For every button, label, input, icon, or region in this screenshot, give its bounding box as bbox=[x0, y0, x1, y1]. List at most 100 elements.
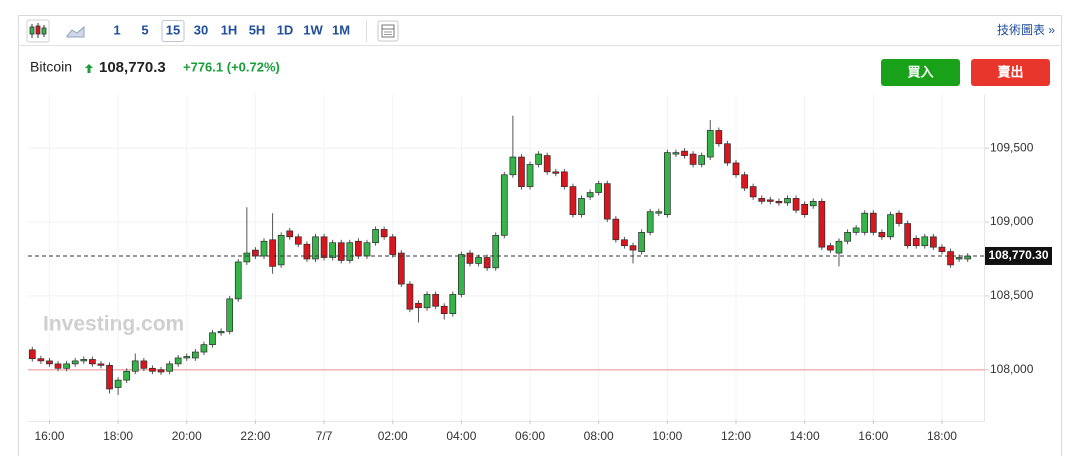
sell-button[interactable]: 賣出 bbox=[971, 59, 1050, 86]
candle-body bbox=[543, 155, 551, 173]
candle-body bbox=[174, 357, 182, 365]
x-tick-label: 08:00 bbox=[584, 429, 614, 443]
sell-button-bg[interactable] bbox=[971, 59, 1050, 86]
candle-body bbox=[312, 236, 319, 260]
icon-part bbox=[66, 25, 85, 38]
candle-body bbox=[878, 232, 886, 238]
x-tick-label: 12:00 bbox=[721, 429, 751, 443]
interval-button[interactable]: 5H bbox=[249, 22, 266, 37]
candle-body bbox=[149, 367, 156, 372]
candle-body bbox=[646, 211, 654, 233]
icon-part bbox=[41, 27, 47, 35]
candle-body bbox=[200, 344, 208, 353]
candle-body bbox=[475, 257, 482, 264]
candle-body bbox=[166, 363, 173, 372]
candle-body bbox=[355, 240, 362, 257]
candle-body bbox=[492, 234, 500, 269]
candle-body bbox=[63, 363, 70, 369]
candle-body bbox=[827, 245, 834, 251]
buy-button[interactable]: 買入 bbox=[881, 59, 960, 86]
candle-body bbox=[629, 245, 637, 251]
area-icon[interactable] bbox=[66, 25, 85, 38]
candle-body bbox=[458, 254, 465, 295]
candle-body bbox=[80, 359, 88, 362]
candle-body bbox=[89, 359, 96, 365]
candle-body bbox=[114, 379, 122, 388]
candle-body bbox=[724, 143, 731, 164]
candle-body bbox=[801, 203, 809, 216]
sell-label[interactable]: 賣出 bbox=[997, 64, 1023, 79]
buy-button-bg[interactable] bbox=[881, 59, 960, 86]
candle-body bbox=[758, 198, 766, 202]
candle-body bbox=[217, 331, 225, 334]
chart-link[interactable]: 技術圖表 » bbox=[997, 23, 1055, 37]
candle-body bbox=[28, 349, 36, 360]
candle-body bbox=[71, 360, 79, 365]
candle-body bbox=[303, 243, 311, 260]
candle-body bbox=[526, 164, 534, 187]
x-tick-label: 14:00 bbox=[790, 429, 820, 443]
candle-body bbox=[363, 242, 371, 257]
candle-body bbox=[106, 364, 113, 390]
interval-button[interactable]: 1M bbox=[332, 22, 350, 37]
candle-body bbox=[766, 199, 774, 202]
interval-button[interactable]: 1H bbox=[221, 22, 238, 37]
candle-body bbox=[741, 174, 748, 189]
candle-body bbox=[586, 192, 594, 198]
watermark: Investing.com bbox=[43, 313, 184, 336]
candle-body bbox=[269, 239, 276, 267]
icon-frame[interactable] bbox=[377, 20, 399, 42]
candle-body bbox=[638, 232, 645, 252]
x-tick-label: 02:00 bbox=[378, 429, 408, 443]
buy-label[interactable]: 買入 bbox=[907, 64, 933, 79]
interval-button[interactable]: 15 bbox=[166, 22, 180, 37]
x-tick-label: 18:00 bbox=[103, 429, 133, 443]
x-tick-label: 16:00 bbox=[858, 429, 888, 443]
icon-part bbox=[381, 24, 395, 38]
instrument-name: Bitcoin bbox=[30, 59, 72, 75]
candle-body bbox=[869, 212, 877, 233]
candle-body bbox=[689, 153, 697, 165]
candle-body bbox=[97, 363, 105, 366]
candle-body bbox=[732, 162, 740, 176]
instrument-price: 108,770.3 bbox=[99, 59, 166, 76]
interval-button[interactable]: 1W bbox=[303, 22, 323, 37]
candle-body bbox=[483, 257, 491, 269]
candle-body bbox=[715, 130, 723, 145]
candle-body bbox=[921, 236, 929, 247]
candle-body bbox=[415, 302, 422, 309]
candle-body bbox=[655, 211, 663, 214]
candle-body bbox=[844, 232, 851, 242]
candle-body bbox=[561, 171, 568, 187]
candle-body bbox=[835, 240, 843, 254]
candle-body bbox=[183, 356, 191, 359]
candle-body bbox=[672, 152, 680, 155]
candle-body bbox=[621, 239, 628, 247]
candle-body bbox=[380, 229, 388, 238]
candle-body bbox=[260, 240, 268, 257]
interval-button[interactable]: 5 bbox=[141, 22, 148, 37]
interval-button[interactable]: 1 bbox=[113, 22, 120, 37]
candle-body bbox=[775, 201, 783, 204]
candle-body bbox=[569, 186, 577, 216]
table-icon[interactable] bbox=[377, 20, 399, 42]
candle-body bbox=[440, 305, 448, 314]
candle-icon[interactable] bbox=[26, 19, 50, 43]
candle-body bbox=[518, 156, 525, 187]
candle-body bbox=[277, 234, 285, 266]
candle-body bbox=[432, 294, 439, 307]
candle-body bbox=[887, 214, 894, 238]
candle-body bbox=[337, 242, 345, 261]
interval-button[interactable]: 30 bbox=[194, 22, 208, 37]
candle-body bbox=[191, 351, 199, 359]
candle-body bbox=[234, 261, 242, 300]
candle-body bbox=[372, 229, 379, 244]
candle-body bbox=[612, 218, 620, 241]
candle-body bbox=[466, 252, 474, 264]
y-tick-label: 108,500 bbox=[990, 288, 1034, 302]
interval-button[interactable]: 1D bbox=[277, 22, 294, 37]
x-tick-label: 18:00 bbox=[927, 429, 957, 443]
candle-body bbox=[603, 183, 611, 220]
x-tick-label: 06:00 bbox=[515, 429, 545, 443]
